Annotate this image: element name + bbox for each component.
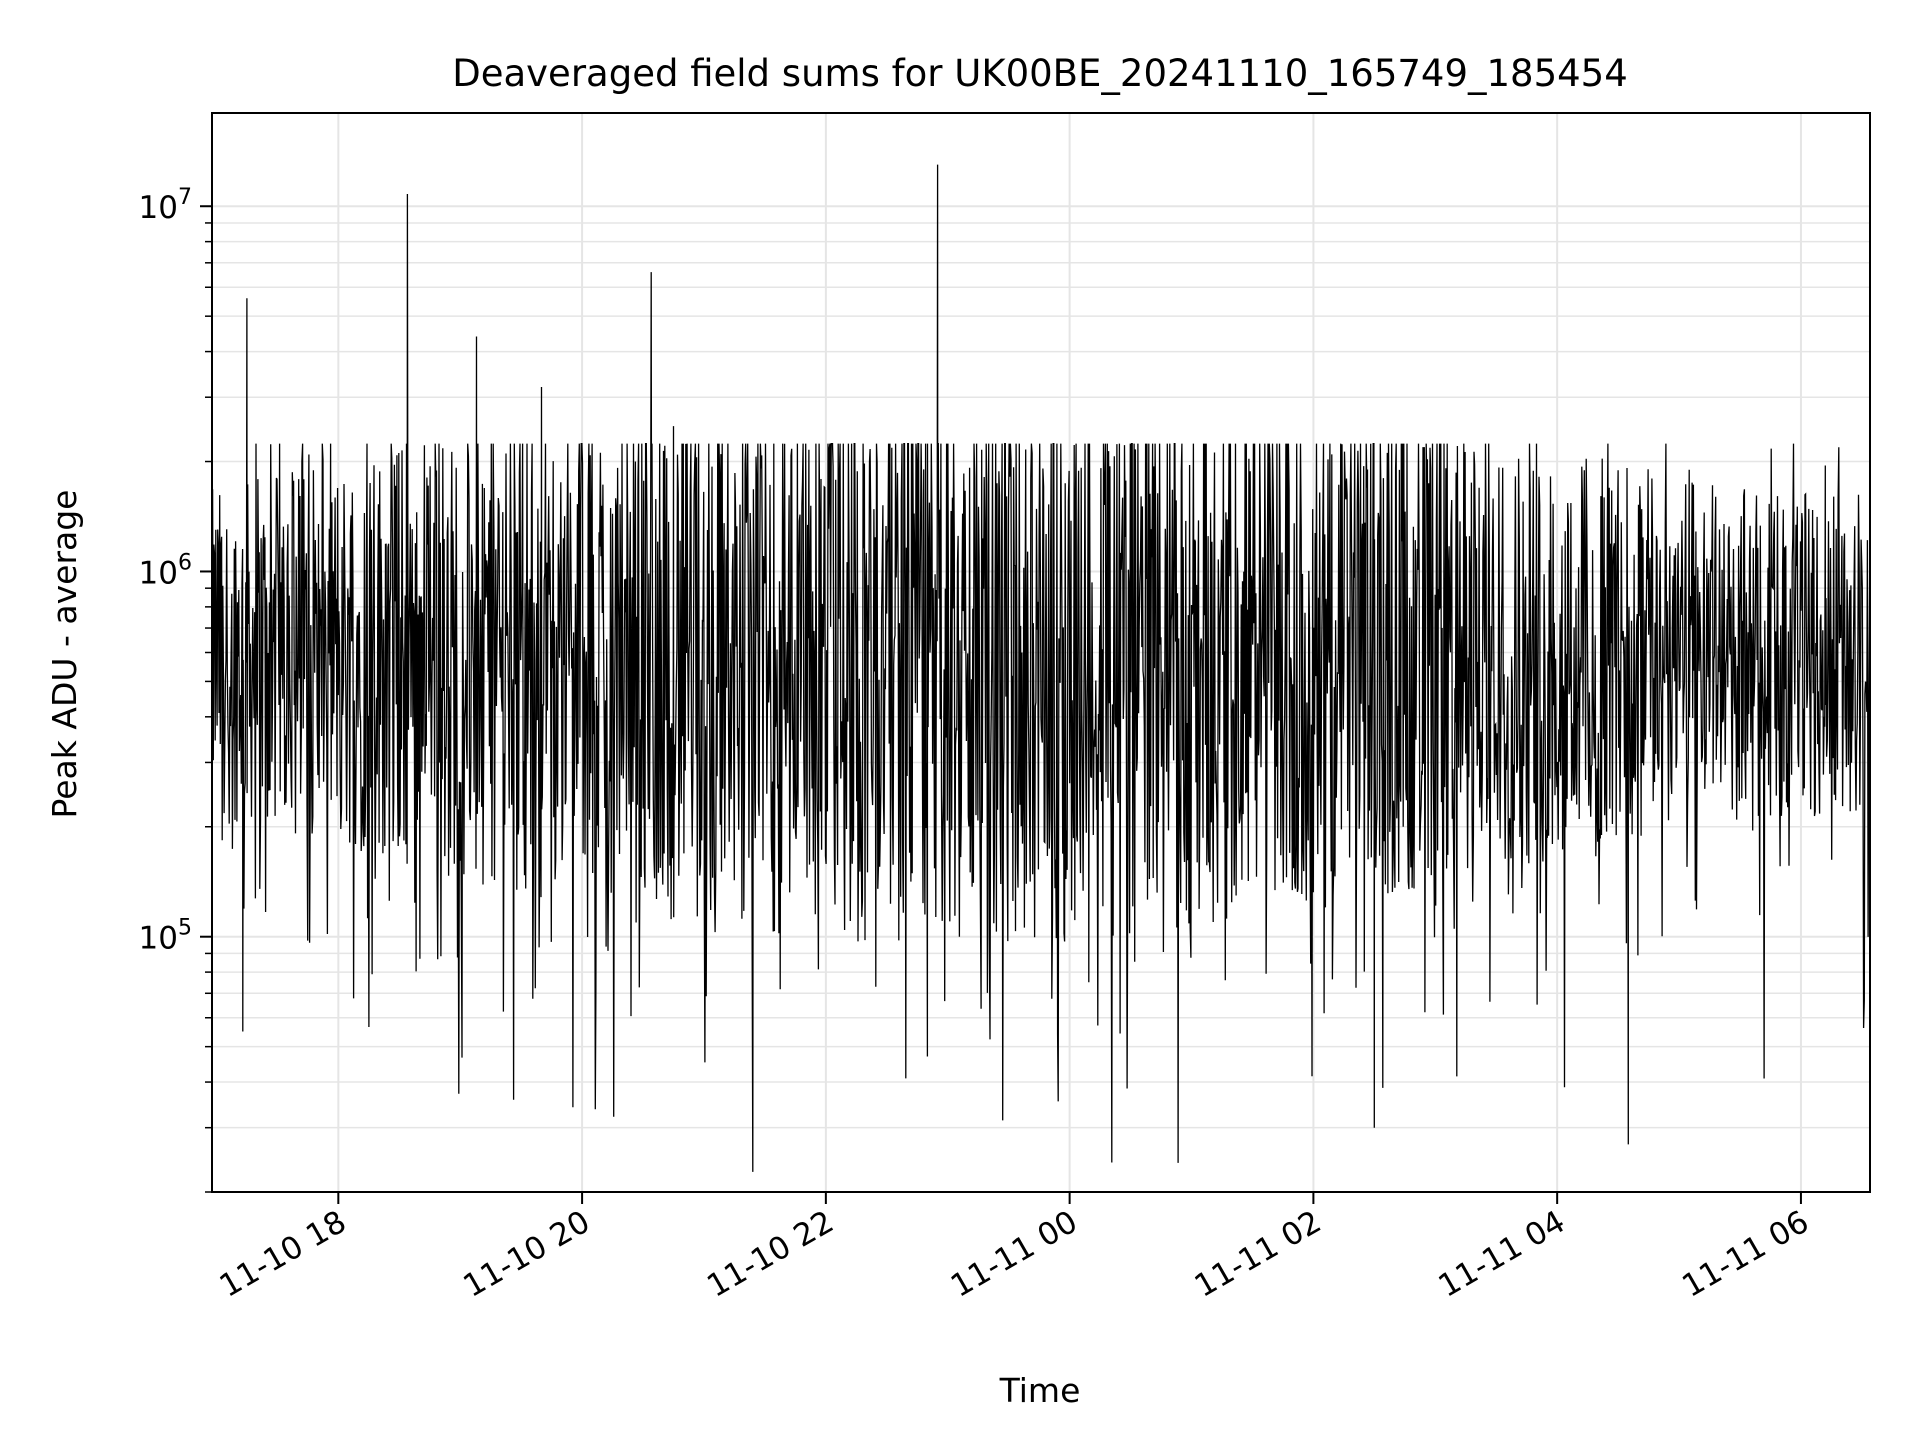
x-axis-label: Time [999, 1371, 1081, 1410]
y-axis-label: Peak ADU - average [45, 490, 84, 819]
y-tick-label: 107 [139, 185, 192, 226]
series-group [212, 164, 1870, 1172]
y-tick-label: 106 [139, 550, 192, 591]
chart-title: Deaveraged field sums for UK00BE_2024111… [452, 52, 1628, 95]
y-tick-label: 105 [139, 916, 192, 957]
series-line [212, 164, 1870, 1172]
y-axis: 105 106 107 [139, 185, 212, 1193]
